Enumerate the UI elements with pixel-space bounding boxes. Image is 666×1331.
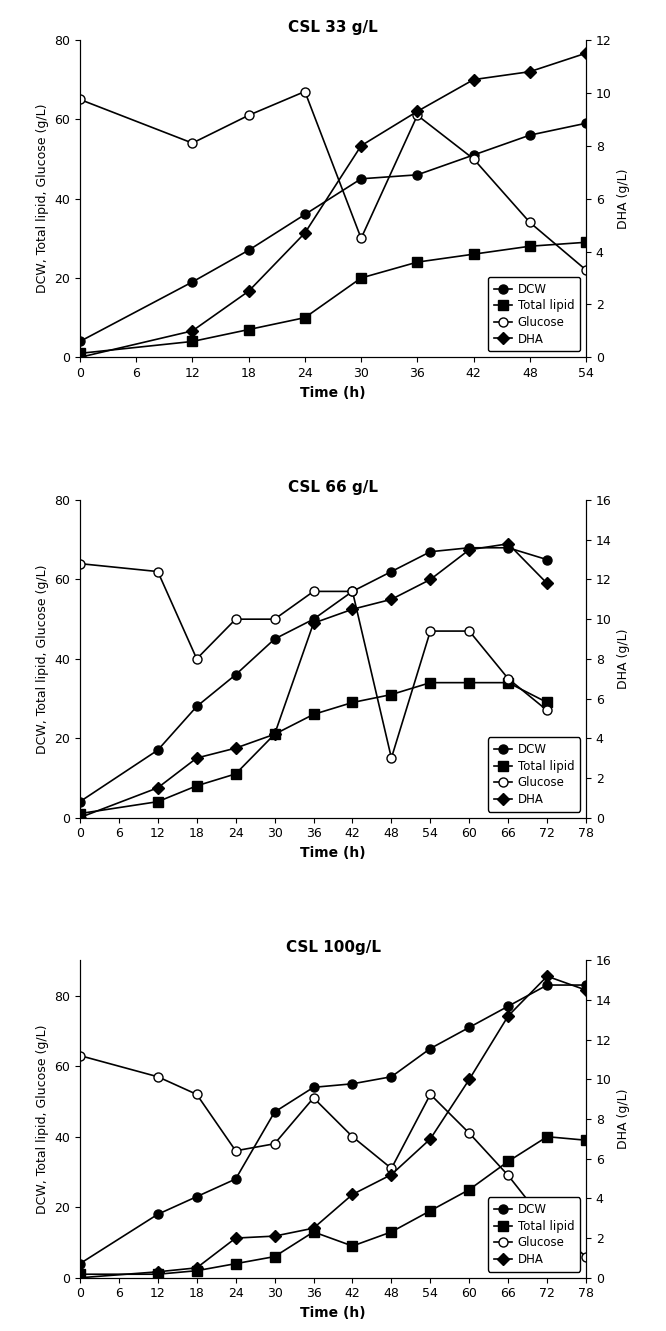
Legend: DCW, Total lipid, Glucose, DHA: DCW, Total lipid, Glucose, DHA [488,1198,580,1272]
Title: CSL 100g/L: CSL 100g/L [286,940,380,956]
Legend: DCW, Total lipid, Glucose, DHA: DCW, Total lipid, Glucose, DHA [488,277,580,351]
X-axis label: Time (h): Time (h) [300,386,366,399]
Y-axis label: DHA (g/L): DHA (g/L) [617,169,630,229]
Y-axis label: DHA (g/L): DHA (g/L) [617,1089,630,1149]
Title: CSL 33 g/L: CSL 33 g/L [288,20,378,35]
Y-axis label: DCW, Total lipid, Glucose (g/L): DCW, Total lipid, Glucose (g/L) [36,1025,49,1214]
Y-axis label: DCW, Total lipid, Glucose (g/L): DCW, Total lipid, Glucose (g/L) [36,104,49,293]
X-axis label: Time (h): Time (h) [300,845,366,860]
Y-axis label: DCW, Total lipid, Glucose (g/L): DCW, Total lipid, Glucose (g/L) [36,564,49,753]
Y-axis label: DHA (g/L): DHA (g/L) [617,628,630,689]
Legend: DCW, Total lipid, Glucose, DHA: DCW, Total lipid, Glucose, DHA [488,737,580,812]
Title: CSL 66 g/L: CSL 66 g/L [288,479,378,495]
X-axis label: Time (h): Time (h) [300,1306,366,1320]
